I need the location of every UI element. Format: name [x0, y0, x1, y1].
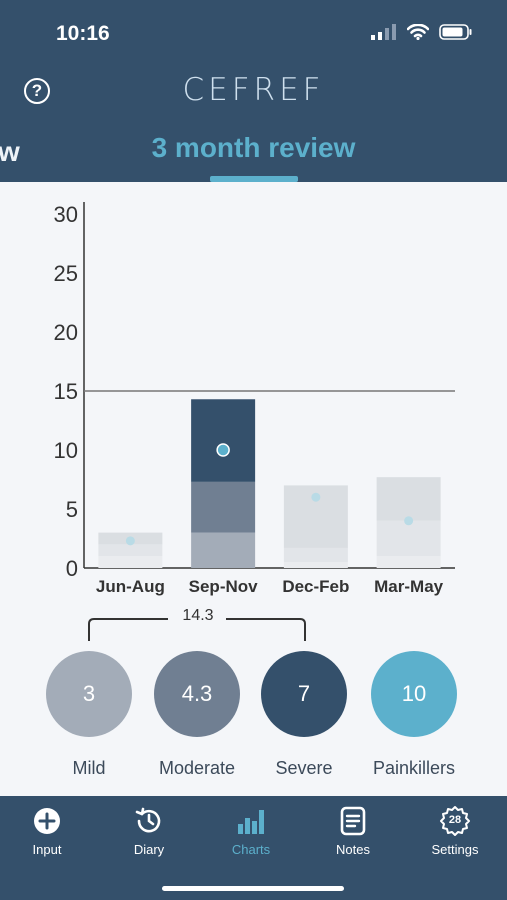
chart-content: 0 5 10 15 20 25 30 Jun-Aug Sep-Nov Dec-Feb Mar-May… [0, 182, 507, 796]
gear-icon [440, 806, 470, 836]
bar-dec-feb-moderate [283, 547, 348, 563]
bottom-tab-bar: Input Diary Charts [0, 796, 507, 900]
summary-label-mild: Mild [72, 758, 106, 778]
plus-circle-icon [34, 808, 60, 834]
y-tick-label: 5 [66, 497, 78, 522]
summary-label-severe: Severe [275, 758, 333, 778]
tab-settings[interactable]: 28 Settings [410, 806, 500, 857]
y-tick-label: 10 [54, 438, 78, 463]
tab-notes-label: Notes [336, 842, 370, 857]
summary-label-painkillers: Painkillers [372, 758, 456, 778]
summary-circle-mild: 3 [46, 651, 132, 737]
bar-sep-nov-severe [191, 399, 256, 482]
total-bracket [88, 618, 306, 641]
tab-diary-label: Diary [133, 842, 165, 857]
painkiller-point-mar-may [404, 516, 414, 526]
bar-dec-feb-mild [283, 562, 348, 568]
summary-circle-moderate: 4.3 [154, 651, 240, 737]
y-tick-label: 30 [54, 202, 78, 227]
tab-charts-label: Charts [231, 842, 271, 857]
tab-diary[interactable]: Diary [104, 806, 194, 857]
settings-badge: 28 [448, 814, 462, 826]
y-tick-label: 20 [54, 320, 78, 345]
bar-sep-nov-moderate [191, 481, 256, 533]
bar-mar-may-moderate [376, 520, 441, 557]
tab-previous-review[interactable]: w [0, 136, 20, 167]
home-indicator [162, 886, 344, 891]
status-icons [371, 24, 473, 40]
x-tick-label: Mar-May [374, 577, 444, 596]
bar-mar-may-mild [376, 556, 441, 568]
notes-icon [340, 806, 366, 836]
total-value: 14.3 [170, 607, 226, 625]
history-clock-icon [135, 807, 161, 833]
x-tick-label: Jun-Aug [96, 577, 165, 596]
painkiller-point-dec-feb [311, 492, 321, 502]
help-button[interactable]: ? [24, 78, 50, 104]
bar-chart-icon [238, 810, 264, 834]
app-logo: CEFREF [182, 72, 325, 108]
y-tick-label: 15 [54, 379, 78, 404]
tab-charts[interactable]: Charts [206, 806, 296, 857]
tab-input-label: Input [32, 842, 62, 857]
painkiller-point-jun-aug [125, 536, 135, 546]
tab-3-month-review[interactable]: 3 month review [151, 132, 356, 163]
bar-mar-may-severe [376, 477, 441, 521]
app-header: 10:16 ? CEFREF w 3 month review [0, 0, 507, 182]
y-tick-label: 0 [66, 556, 78, 581]
tab-notes[interactable]: Notes [308, 806, 398, 857]
review-bar-chart: 0 5 10 15 20 25 30 Jun-Aug Sep-Nov Dec-Feb Mar-May [54, 202, 455, 596]
tab-settings-label: Settings [431, 842, 479, 857]
y-tick-label: 25 [54, 261, 78, 286]
summary-circle-severe: 7 [261, 651, 347, 737]
tab-input[interactable]: Input [2, 806, 92, 857]
bar-sep-nov-mild [191, 532, 256, 568]
bar-jun-aug-moderate [98, 544, 163, 557]
status-time: 10:16 [56, 22, 110, 45]
signal-icon [371, 24, 396, 40]
x-tick-label: Dec-Feb [282, 577, 349, 596]
summary-label-moderate: Moderate [158, 758, 236, 778]
x-tick-label: Sep-Nov [189, 577, 259, 596]
summary-circle-painkillers: 10 [371, 651, 457, 737]
battery-icon [439, 24, 472, 40]
wifi-icon [407, 24, 429, 40]
bar-jun-aug-mild [98, 556, 163, 568]
active-tab-indicator [210, 176, 298, 182]
painkiller-point-sep-nov [216, 443, 230, 457]
